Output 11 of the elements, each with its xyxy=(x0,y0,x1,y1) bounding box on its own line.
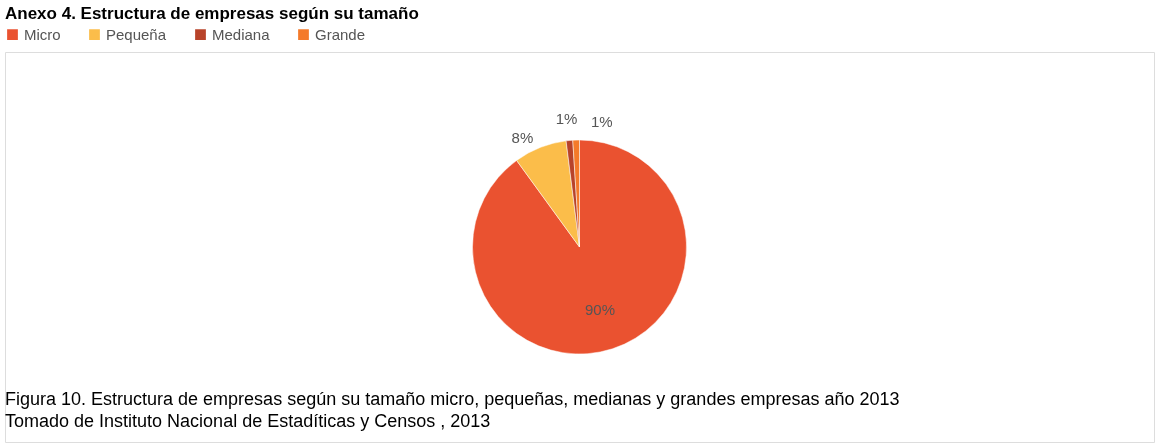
text: Figura 10. Estructura de empresas según su tamaño micro, pequeñas, medianas y grandes empresas año 2013 xyxy=(5,389,900,409)
data-label: 90% xyxy=(584,301,616,319)
text: Tomado de Instituto Nacional de Estadíticas y Censos , 2013 xyxy=(5,411,491,431)
data-label: 1% xyxy=(590,113,613,131)
data-label: 1% xyxy=(555,109,578,127)
legend-label: Mediana xyxy=(212,25,271,43)
data-label: 8% xyxy=(511,129,534,147)
legend-label: Micro xyxy=(24,25,61,43)
legend-label: Pequeña xyxy=(106,25,167,43)
legend-label: Grande xyxy=(315,25,366,43)
chart-title: Anexo 4. Estructura de empresas según su tamaño xyxy=(5,4,419,23)
